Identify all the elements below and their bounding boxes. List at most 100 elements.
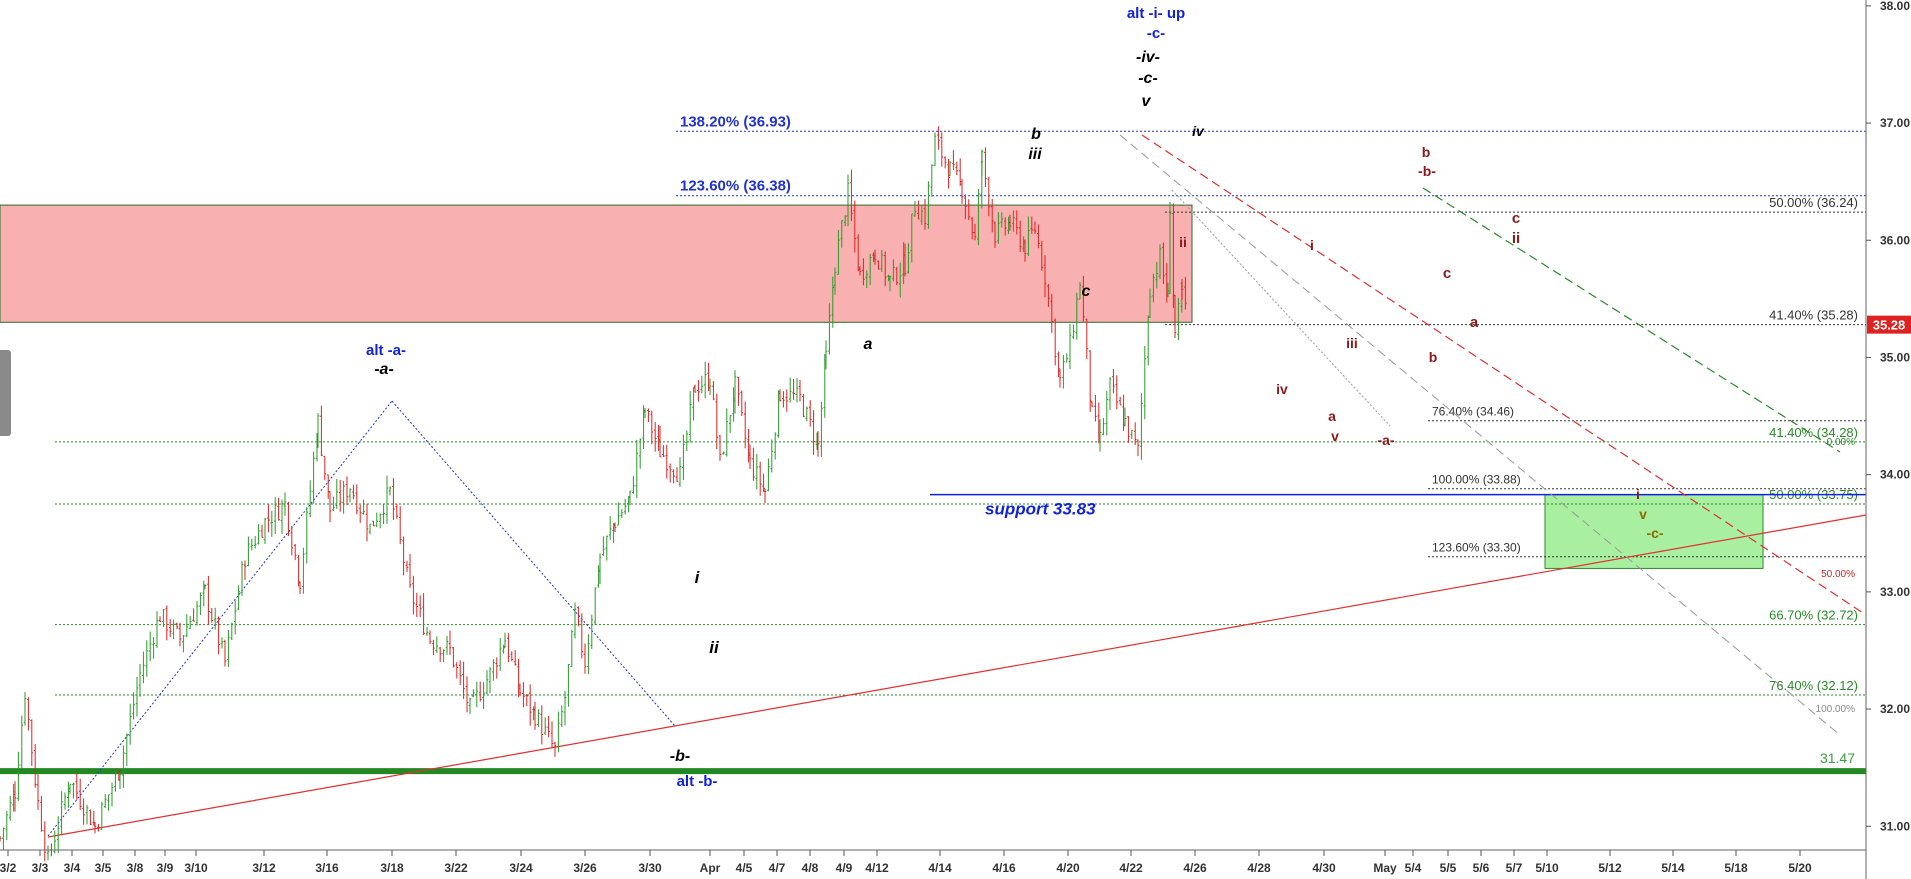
- x-tick-label: 4/26: [1183, 861, 1207, 875]
- fib-extension-label: 100.00%: [1816, 704, 1856, 715]
- wave-label: -a-: [1377, 432, 1394, 448]
- y-tick-label: 35.00: [1880, 350, 1910, 364]
- x-tick-label: 5/5: [1440, 861, 1457, 875]
- x-tick-label: 3/26: [573, 861, 597, 875]
- x-tick-label: 5/7: [1506, 861, 1523, 875]
- wave-label: iv: [1276, 381, 1288, 397]
- level-label: 123.60% (36.38): [680, 178, 791, 195]
- x-tick-label: 3/22: [444, 861, 468, 875]
- x-tick-label: 4/28: [1247, 861, 1271, 875]
- descending-channel-green: [1422, 187, 1841, 453]
- x-tick-label: Apr: [700, 861, 721, 875]
- x-tick-label: 5/4: [1405, 861, 1422, 875]
- candles-layer: [0, 126, 1187, 862]
- wave-label: iii: [1028, 146, 1042, 163]
- wave-label: iii: [1346, 335, 1358, 351]
- wave-a-channel-line: [47, 400, 393, 837]
- x-tick-label: 3/16: [315, 861, 339, 875]
- fib-extension-label: 0.00%: [1827, 437, 1855, 448]
- wave-label: v: [1639, 506, 1647, 522]
- level-label: 50.00% (36.24): [1769, 195, 1858, 210]
- watermark-tab: tradingApps: [0, 350, 11, 436]
- level-label: 100.00% (33.88): [1432, 473, 1521, 487]
- labels-layer: alt -i- up -c- -iv- -c-v alt -a- -a- -b-alt -b…: [366, 5, 1664, 790]
- x-tick-label: 3/3: [32, 861, 49, 875]
- wave-label: b: [1422, 144, 1431, 160]
- level-label: 66.70% (32.72): [1769, 608, 1858, 623]
- wave-label: v: [1331, 428, 1339, 444]
- wave-label: b: [1031, 126, 1041, 143]
- wave-label: c: [1512, 210, 1520, 227]
- x-tick-label: 4/9: [836, 861, 853, 875]
- y-tick-label: 34.00: [1880, 468, 1910, 482]
- level-label: 76.40% (32.12): [1769, 678, 1858, 693]
- wave-label: alt -i- up: [1127, 5, 1185, 22]
- y-tick-label: 31.00: [1880, 819, 1910, 833]
- wave-down-dotted-line: [1171, 189, 1391, 427]
- wave-label: -b-: [670, 748, 690, 765]
- wave-label: -c-: [1147, 25, 1165, 42]
- x-tick-label: 5/14: [1661, 861, 1685, 875]
- x-tick-label: May: [1373, 861, 1397, 875]
- level-label: 138.20% (36.93): [680, 113, 791, 130]
- level-label: support 33.83: [985, 500, 1096, 519]
- wave-label: c: [1082, 283, 1091, 300]
- target-zone: [1544, 494, 1764, 569]
- x-tick-label: 3/10: [184, 861, 208, 875]
- x-tick-label: 4/12: [865, 861, 889, 875]
- x-tick-label: 4/7: [769, 861, 786, 875]
- wave-label: ii: [709, 638, 720, 657]
- wave-label: a: [1470, 314, 1479, 331]
- x-tick-label: 4/22: [1119, 861, 1143, 875]
- wave-label: i: [1310, 237, 1314, 253]
- current-price-marker: [1867, 315, 1911, 334]
- y-tick-label: 37.00: [1880, 116, 1910, 130]
- levels-layer: 138.20% (36.93) 123.60% (36.38) 50.00% (36…: [0, 113, 1866, 775]
- long-term-support-trendline: [47, 514, 1867, 838]
- y-tick-label: 36.00: [1880, 233, 1910, 247]
- wave-label: -a-: [374, 361, 394, 378]
- level-label: 76.40% (34.46): [1432, 405, 1514, 419]
- wave-b-channel-line: [391, 400, 676, 727]
- wave-label: i: [1636, 486, 1640, 502]
- x-tick-label: 4/20: [1056, 861, 1080, 875]
- x-tick-label: 3/5: [95, 861, 112, 875]
- wave-label: -c-: [1138, 70, 1158, 87]
- x-tick-label: 3/4: [64, 861, 81, 875]
- wave-label: ii: [1179, 234, 1187, 250]
- current-price-label: 35.28: [1873, 318, 1906, 333]
- x-tick-label: 5/6: [1473, 861, 1490, 875]
- wave-label: -c-: [1646, 525, 1663, 541]
- x-tick-label: 3/8: [127, 861, 144, 875]
- level-label: 41.40% (35.28): [1769, 308, 1858, 323]
- fib-extension-label: 50.00%: [1821, 569, 1855, 580]
- x-tick-label: 4/14: [928, 861, 952, 875]
- x-tick-label: 4/30: [1312, 861, 1336, 875]
- x-tick-label: 4/8: [802, 861, 819, 875]
- x-tick-label: 3/12: [252, 861, 276, 875]
- wave-label: a: [864, 336, 873, 353]
- x-tick-label: 4/16: [992, 861, 1016, 875]
- x-tick-label: 3/24: [509, 861, 533, 875]
- trendlines-layer: 0.00% 50.00% 100.00%: [47, 134, 1867, 838]
- descending-channel-lower: [1119, 134, 1841, 736]
- x-tick-label: 5/12: [1598, 861, 1622, 875]
- wave-label: a: [1328, 408, 1336, 424]
- x-tick-label: 3/18: [380, 861, 404, 875]
- wave-label: c: [1443, 265, 1451, 282]
- y-tick-label: 32.00: [1880, 702, 1910, 716]
- wave-label: v: [1142, 93, 1152, 110]
- x-tick-label: 3/30: [638, 861, 662, 875]
- descending-channel-upper: [1141, 134, 1867, 616]
- x-tick-label: 4/5: [736, 861, 753, 875]
- resistance-zone: [0, 204, 1193, 323]
- wave-label: i: [695, 568, 701, 587]
- level-label: 41.40% (34.28): [1769, 425, 1858, 440]
- zones-layer: [0, 204, 1764, 569]
- x-tick-label: 5/20: [1788, 861, 1812, 875]
- wave-label: -b-: [1418, 163, 1436, 179]
- y-tick-label: 38.00: [1880, 0, 1910, 13]
- wave-label: ii: [1512, 230, 1520, 247]
